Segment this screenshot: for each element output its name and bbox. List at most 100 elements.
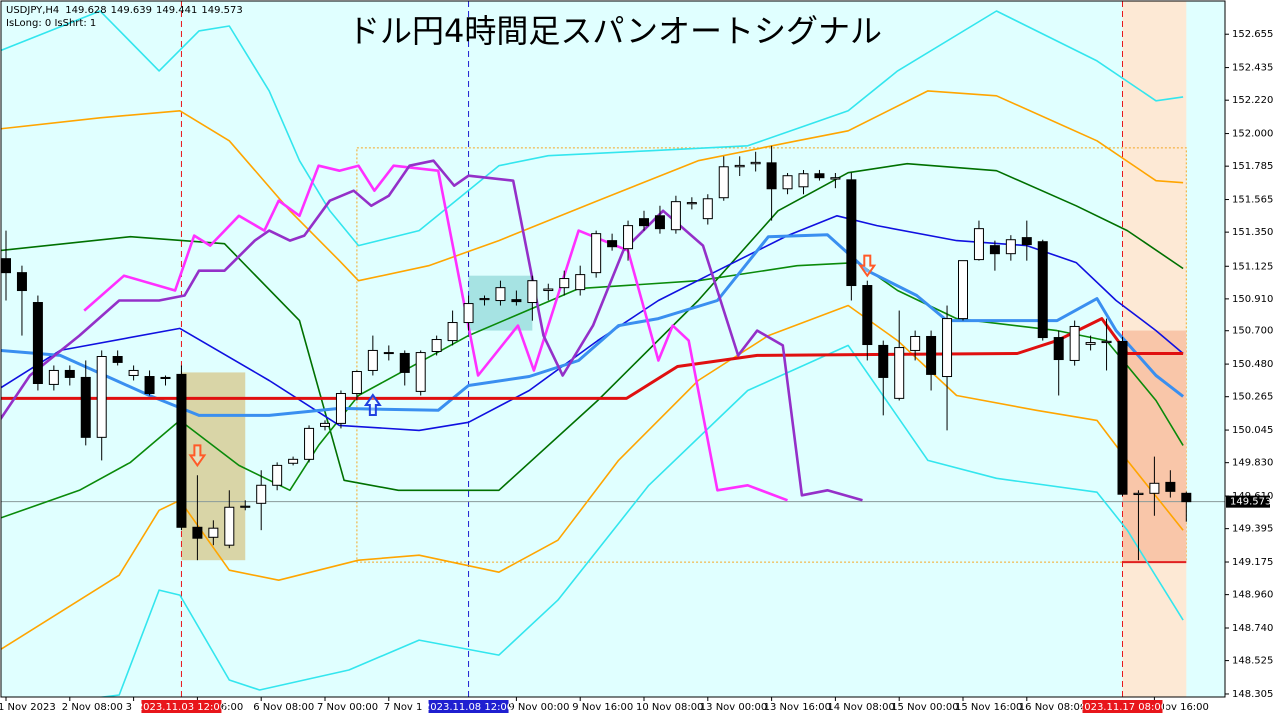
candle-body xyxy=(894,347,905,399)
indicator-line xyxy=(1,162,1184,492)
candle-body xyxy=(670,201,681,231)
candle-body xyxy=(1165,481,1176,492)
candle-body xyxy=(176,373,187,528)
y-tick-label: 148.305 xyxy=(1232,689,1273,700)
indicator-line xyxy=(1,304,1184,651)
y-tick-label: 148.525 xyxy=(1232,656,1273,667)
candle-body xyxy=(335,393,346,424)
indicator-line xyxy=(1,233,1185,417)
candle-body xyxy=(16,272,27,292)
indicator-line xyxy=(83,164,788,502)
candle-body xyxy=(1133,492,1144,496)
candle-body xyxy=(559,278,570,289)
x-tick-label: Nov 16:00 xyxy=(1157,702,1209,713)
candle-body xyxy=(607,240,618,248)
candle-body xyxy=(926,335,937,375)
y-tick-label: 150.480 xyxy=(1232,359,1273,370)
x-tick-label: 9 Nov 16:00 xyxy=(572,702,633,713)
indicator-line xyxy=(1,215,1184,432)
x-tick-label: 16:00 xyxy=(214,702,243,713)
candle-body xyxy=(1,258,11,274)
candle-body xyxy=(304,427,315,460)
candle-body xyxy=(862,285,873,346)
candle-body xyxy=(463,303,474,324)
y-tick-label: 149.175 xyxy=(1232,557,1273,568)
candle-body xyxy=(750,161,761,165)
x-tick-label: 16 Nov 08:00 xyxy=(1019,702,1086,713)
candle-body xyxy=(128,369,139,376)
candle-body xyxy=(192,526,203,539)
plot-frame xyxy=(0,0,1226,698)
plot-background xyxy=(1,1,1225,697)
x-tick-label: 9 Nov 00:00 xyxy=(508,702,569,713)
y-tick-label: 152.435 xyxy=(1232,63,1273,74)
open: 149.628 xyxy=(65,5,106,16)
x-tick-label: 6 Nov 08:00 xyxy=(253,702,314,713)
x-tick-label: 13 Nov 16:00 xyxy=(764,702,831,713)
y-tick-label: 151.785 xyxy=(1232,161,1273,172)
y-tick-label: 152.000 xyxy=(1232,129,1273,140)
candle-body xyxy=(1069,325,1080,361)
candle-body xyxy=(431,339,442,353)
candle-body xyxy=(702,198,713,220)
y-tick-label: 152.655 xyxy=(1232,29,1273,40)
candle-body xyxy=(973,228,984,261)
high: 149.639 xyxy=(111,5,152,16)
marker-tag xyxy=(428,700,509,713)
x-tick-label: 3 xyxy=(126,702,132,713)
y-tick-label: 151.565 xyxy=(1232,195,1273,206)
candle-body xyxy=(415,352,426,392)
candle-body xyxy=(495,287,506,302)
low: 149.441 xyxy=(156,5,197,16)
axes: 152.655 152.435 152.220 152.000 151.785 151.5… xyxy=(0,29,1273,713)
plot xyxy=(1,1,1225,697)
candle-body xyxy=(958,260,968,320)
candle-body xyxy=(272,464,283,486)
candle-body xyxy=(734,164,745,168)
candle-body xyxy=(878,344,889,378)
candle-body xyxy=(351,371,362,395)
y-tick-label: 150.910 xyxy=(1232,294,1273,305)
candle-body xyxy=(160,376,171,379)
candle-body xyxy=(766,162,777,190)
candle-body xyxy=(367,349,378,371)
candle-body xyxy=(1101,340,1112,344)
candle-body xyxy=(240,505,251,508)
candle-body xyxy=(1021,237,1032,246)
candle-body xyxy=(447,322,458,342)
candle-body xyxy=(639,218,649,227)
candle-body xyxy=(112,356,123,363)
marker-tag xyxy=(1082,700,1163,713)
candle-body xyxy=(846,179,857,287)
candle-body xyxy=(830,177,841,180)
candle-body xyxy=(511,299,522,303)
price-tag xyxy=(1226,495,1270,508)
y-tick-label: 151.125 xyxy=(1232,261,1273,272)
y-tick-label: 149.395 xyxy=(1232,524,1273,535)
candle-body xyxy=(144,376,155,395)
candle-body xyxy=(64,369,75,378)
y-tick-label: 150.700 xyxy=(1232,326,1273,337)
x-tick-label: 13 Nov 00:00 xyxy=(700,702,767,713)
candle-body xyxy=(591,233,602,274)
candle-body xyxy=(989,245,1000,255)
y-tick-label: 152.220 xyxy=(1232,95,1273,106)
candle-body xyxy=(1053,337,1064,361)
candle-body xyxy=(942,318,953,378)
indicator-line xyxy=(1,159,863,502)
x-tick-label: 2 Nov 08:00 xyxy=(62,702,123,713)
candle-body xyxy=(543,288,554,292)
candle-body xyxy=(623,225,634,250)
candle-body xyxy=(686,202,697,205)
marker-tag xyxy=(141,700,222,713)
close: 149.573 xyxy=(201,5,242,16)
symbol: USDJPY,H4 xyxy=(6,5,59,16)
candle-body xyxy=(575,274,586,291)
y-tick-label: 150.045 xyxy=(1232,425,1273,436)
candle-body xyxy=(782,175,793,190)
y-tick-label: 150.265 xyxy=(1232,392,1273,403)
candle-body xyxy=(1085,342,1096,345)
y-tick-label: 148.960 xyxy=(1232,590,1273,601)
